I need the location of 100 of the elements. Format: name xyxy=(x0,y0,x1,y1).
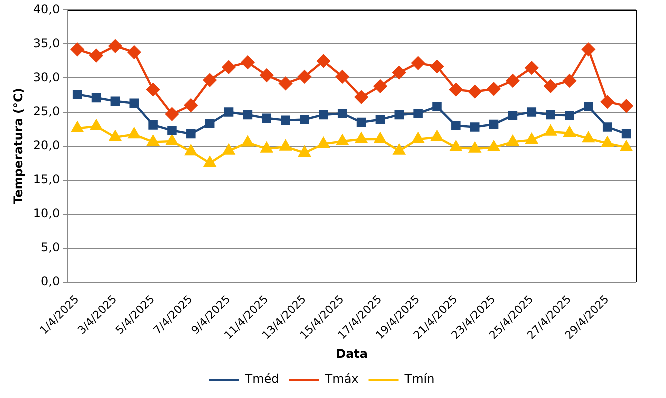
y-tick-label: 0,0 xyxy=(41,274,60,289)
point xyxy=(450,83,463,96)
point xyxy=(563,74,576,88)
x-axis-title: Data xyxy=(336,346,368,361)
point xyxy=(431,130,444,142)
point xyxy=(584,102,594,112)
point xyxy=(280,140,292,151)
point xyxy=(601,95,614,109)
point xyxy=(544,80,558,94)
point xyxy=(261,142,273,153)
point xyxy=(394,144,406,155)
point xyxy=(92,93,102,103)
point xyxy=(469,142,481,153)
y-tick-label: 25,0 xyxy=(33,104,60,118)
point xyxy=(317,54,330,68)
point xyxy=(602,122,612,132)
point xyxy=(508,111,518,120)
legend-label: Tméd xyxy=(244,372,280,386)
point xyxy=(90,49,104,62)
point xyxy=(412,56,425,70)
point xyxy=(602,136,614,148)
point xyxy=(356,132,368,144)
point xyxy=(507,136,519,146)
y-tick-label: 5,0 xyxy=(41,240,60,254)
point xyxy=(338,108,348,118)
point xyxy=(223,144,235,155)
point xyxy=(565,111,574,120)
y-tick-label: 35,0 xyxy=(33,36,60,50)
point xyxy=(185,145,198,156)
point xyxy=(148,120,158,130)
point xyxy=(166,134,178,146)
point xyxy=(582,132,595,143)
point xyxy=(242,136,254,147)
point xyxy=(544,125,557,136)
point xyxy=(166,108,179,121)
point xyxy=(184,98,198,112)
point xyxy=(108,40,122,53)
y-tick-label: 10,0 xyxy=(33,206,60,220)
point xyxy=(300,115,310,124)
point xyxy=(394,110,404,120)
point xyxy=(376,115,386,124)
point xyxy=(298,70,312,84)
y-tick-label: 15,0 xyxy=(33,172,60,186)
point xyxy=(414,108,423,118)
point xyxy=(622,129,632,139)
point xyxy=(336,134,348,146)
y-axis-title: Temperatura (°C) xyxy=(11,88,26,204)
point xyxy=(430,60,444,74)
point xyxy=(319,110,328,120)
point xyxy=(222,60,236,74)
point xyxy=(412,132,424,144)
point xyxy=(546,110,556,120)
point xyxy=(452,121,461,131)
point xyxy=(487,82,501,96)
legend-label: Tmín xyxy=(404,372,435,386)
point xyxy=(168,126,177,136)
point xyxy=(128,128,140,139)
point xyxy=(70,43,84,56)
point xyxy=(318,138,330,148)
point xyxy=(506,74,520,88)
y-tick-label: 20,0 xyxy=(33,138,60,152)
point xyxy=(130,98,140,108)
point xyxy=(298,146,311,157)
point xyxy=(336,70,350,84)
point xyxy=(204,156,216,168)
point xyxy=(527,108,537,117)
point xyxy=(279,77,292,90)
point xyxy=(470,122,480,132)
point xyxy=(354,90,368,104)
point xyxy=(224,108,234,117)
point xyxy=(128,46,141,59)
point xyxy=(72,122,84,132)
y-tick-label: 30,0 xyxy=(33,70,60,84)
point xyxy=(392,66,406,80)
point xyxy=(564,126,576,138)
point xyxy=(468,85,482,98)
point xyxy=(90,120,102,130)
point xyxy=(203,74,217,87)
point xyxy=(526,134,538,144)
y-tick-label: 40,0 xyxy=(33,2,60,16)
point xyxy=(450,141,462,152)
point xyxy=(582,43,596,56)
point xyxy=(620,141,632,152)
point xyxy=(110,130,122,142)
point xyxy=(243,110,253,120)
point xyxy=(146,83,160,96)
point xyxy=(205,119,215,128)
point xyxy=(186,129,196,139)
point xyxy=(262,114,272,124)
point xyxy=(110,96,120,106)
point xyxy=(374,80,388,94)
point xyxy=(241,56,255,70)
point xyxy=(374,132,386,144)
point xyxy=(489,120,499,130)
point xyxy=(147,136,160,146)
point xyxy=(432,102,442,112)
point xyxy=(620,100,634,113)
point xyxy=(525,61,538,75)
point xyxy=(488,141,500,152)
point xyxy=(281,116,290,126)
